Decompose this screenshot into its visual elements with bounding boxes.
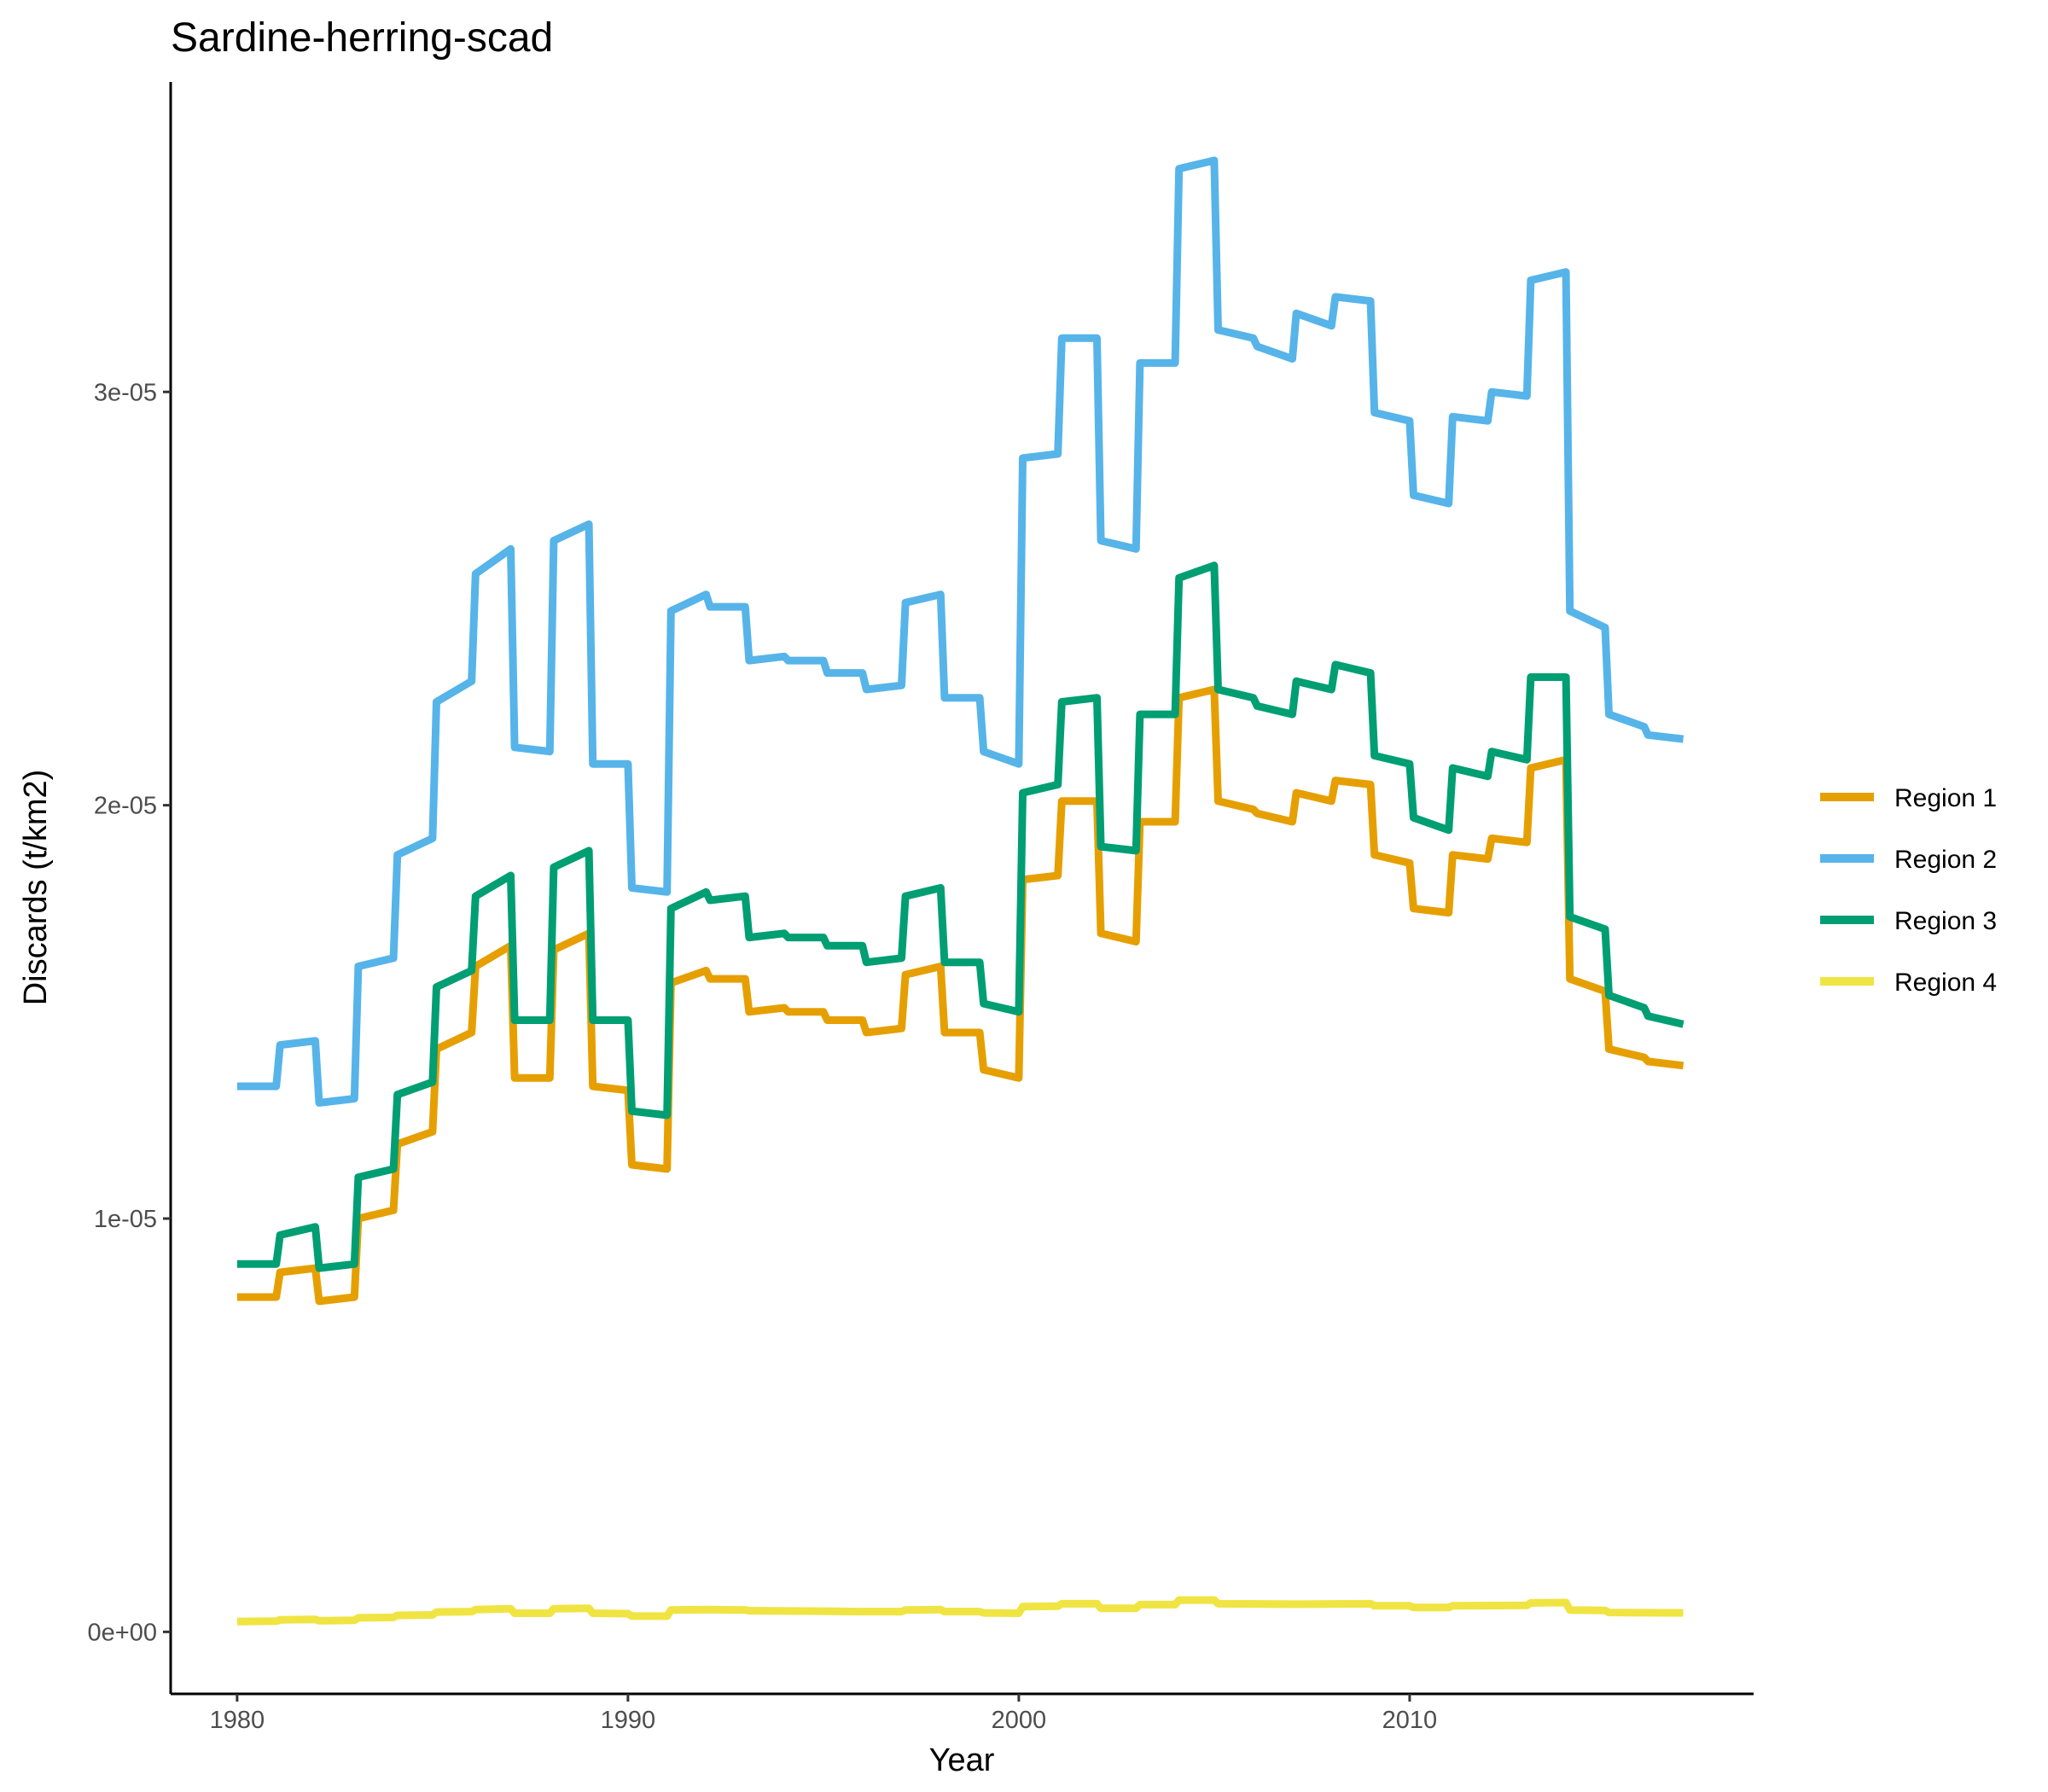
x-axis-label: Year — [929, 1743, 995, 1778]
series-line-region-4 — [236, 1596, 1684, 1626]
legend: Region 1 Region 2 Region 3 Region 4 — [1820, 784, 1997, 997]
legend-label-region-1: Region 1 — [1894, 784, 1997, 812]
series-line-region-3 — [236, 561, 1684, 1272]
x-tick-label: 1990 — [601, 1707, 656, 1734]
x-tick-label: 2000 — [992, 1707, 1047, 1734]
x-axis-ticks: 1980 1990 2000 2010 — [210, 1694, 1438, 1734]
x-tick-label: 2010 — [1382, 1707, 1438, 1734]
series-line-region-2 — [236, 156, 1684, 1107]
legend-label-region-3: Region 3 — [1894, 907, 1997, 935]
y-tick-label: 0e+00 — [88, 1619, 157, 1646]
y-tick-label: 3e-05 — [94, 379, 157, 406]
legend-label-region-4: Region 4 — [1894, 969, 1997, 997]
legend-label-region-2: Region 2 — [1894, 846, 1997, 874]
series-line-region-1 — [236, 685, 1684, 1306]
chart-title: Sardine-herring-scad — [171, 15, 553, 61]
x-tick-label: 1980 — [210, 1707, 265, 1734]
y-tick-label: 2e-05 — [94, 793, 157, 820]
plot-area — [236, 156, 1684, 1626]
y-axis-label: Discards (t/km2) — [18, 770, 54, 1006]
y-tick-label: 1e-05 — [94, 1206, 157, 1233]
y-axis-ticks: 0e+00 1e-05 2e-05 3e-05 — [88, 379, 171, 1646]
